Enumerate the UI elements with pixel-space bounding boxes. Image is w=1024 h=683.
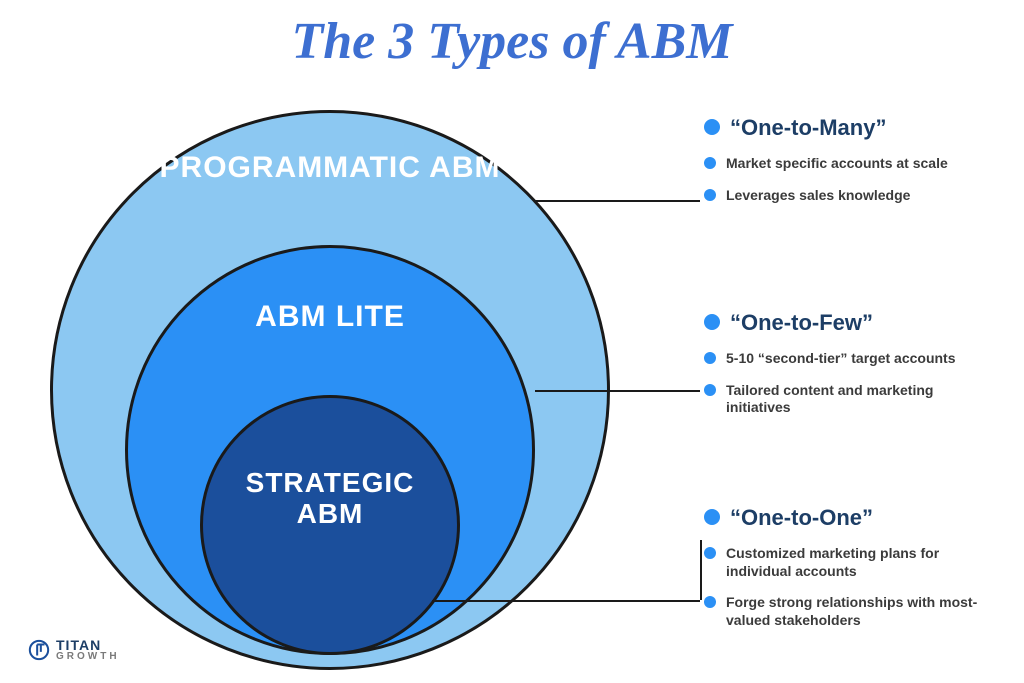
- bullet-item-text: Customized marketing plans for individua…: [726, 545, 986, 580]
- bullet-group-programmatic: “One-to-Many” Market specific accounts at…: [704, 115, 948, 218]
- connector-line: [700, 540, 702, 600]
- circle-strategic: STRATEGICABM: [200, 395, 460, 655]
- bullet-item-text: Market specific accounts at scale: [726, 155, 948, 173]
- bullet-dot-icon: [704, 509, 720, 525]
- bullet-heading-text: “One-to-Many”: [730, 115, 886, 141]
- bullet-dot-icon: [704, 157, 716, 169]
- bullet-item-text: Tailored content and marketing initiativ…: [726, 382, 986, 417]
- bullet-group-lite: “One-to-Few” 5-10 “second-tier” target ac…: [704, 310, 986, 431]
- bullet-heading-row: “One-to-One”: [704, 505, 986, 531]
- circle-label-strategic: STRATEGICABM: [203, 468, 457, 530]
- bullet-item-text: Forge strong relationships with most-val…: [726, 594, 986, 629]
- page-title: The 3 Types of ABM: [0, 12, 1024, 71]
- bullet-item: 5-10 “second-tier” target accounts: [704, 350, 986, 368]
- bullet-dot-icon: [704, 119, 720, 135]
- circle-label-lite: ABM LITE: [128, 300, 532, 333]
- connector-line: [535, 390, 700, 392]
- bullet-dot-icon: [704, 596, 716, 608]
- logo-text: TITAN GROWTH: [56, 639, 120, 661]
- bullet-dot-icon: [704, 314, 720, 330]
- bullet-item-text: 5-10 “second-tier” target accounts: [726, 350, 956, 368]
- circle-label-programmatic: PROGRAMMATIC ABM: [53, 151, 607, 184]
- bullet-heading-row: “One-to-Few”: [704, 310, 986, 336]
- bullet-dot-icon: [704, 189, 716, 201]
- bullet-item: Tailored content and marketing initiativ…: [704, 382, 986, 417]
- bullet-group-strategic: “One-to-One” Customized marketing plans f…: [704, 505, 986, 643]
- connector-line: [432, 600, 700, 602]
- bullet-item-text: Leverages sales knowledge: [726, 187, 910, 205]
- bullet-item: Customized marketing plans for individua…: [704, 545, 986, 580]
- bullet-heading-row: “One-to-Many”: [704, 115, 948, 141]
- logo: TITAN GROWTH: [28, 639, 120, 661]
- bullet-dot-icon: [704, 352, 716, 364]
- bullet-item: Leverages sales knowledge: [704, 187, 948, 205]
- bullet-item: Forge strong relationships with most-val…: [704, 594, 986, 629]
- bullet-dot-icon: [704, 547, 716, 559]
- logo-mark-icon: [28, 639, 50, 661]
- bullet-heading-text: “One-to-Few”: [730, 310, 873, 336]
- bullet-item: Market specific accounts at scale: [704, 155, 948, 173]
- logo-line-2: GROWTH: [56, 652, 120, 661]
- logo-line-1: TITAN: [56, 639, 120, 652]
- connector-line: [535, 200, 700, 202]
- bullet-heading-text: “One-to-One”: [730, 505, 873, 531]
- bullet-dot-icon: [704, 384, 716, 396]
